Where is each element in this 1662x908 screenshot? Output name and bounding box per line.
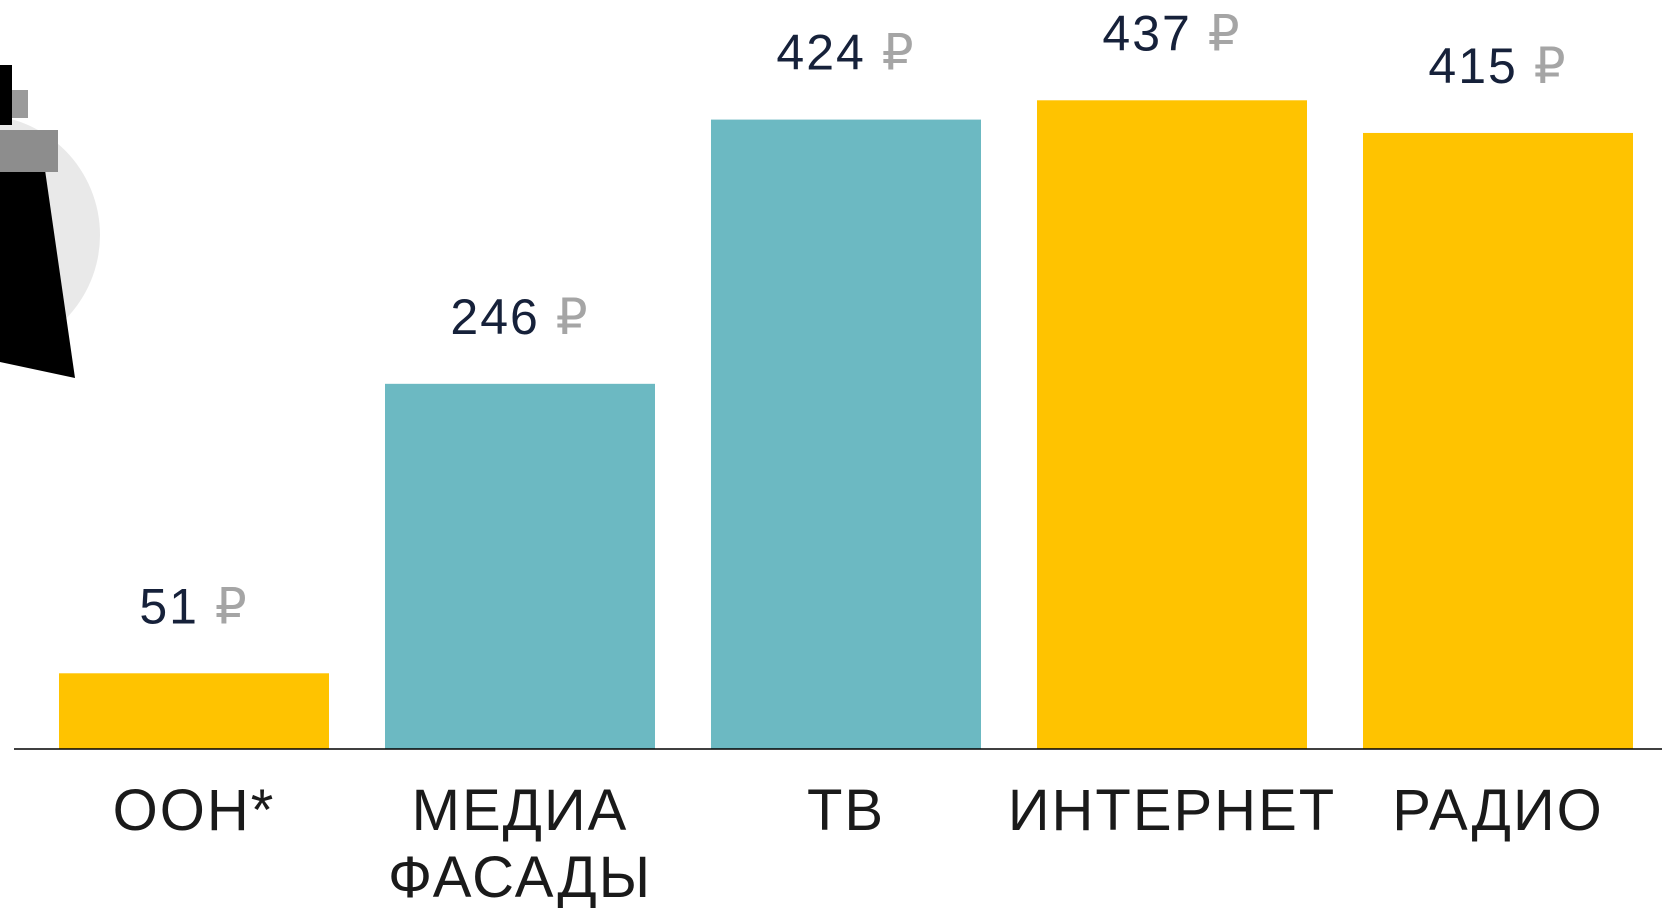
x-tick-label: ТВ <box>807 778 885 843</box>
page: {"chart_data": {"type": "bar", "categori… <box>0 0 1662 908</box>
bar <box>1037 100 1307 749</box>
x-tick-label: ООН* <box>113 778 276 843</box>
x-tick-label: ИНТЕРНЕТ <box>1008 778 1336 843</box>
decor-rect <box>0 130 58 172</box>
value-label: 51 ₽ <box>139 578 248 634</box>
bar <box>59 673 329 749</box>
bar <box>385 384 655 749</box>
value-label: 437 ₽ <box>1102 5 1241 61</box>
x-tick-label: РАДИО <box>1392 778 1604 843</box>
chart: 51 ₽ ООН* 246 ₽ МЕДИАФАСАДЫ 424 ₽ ТВ 437 ₽ ИНТЕ… <box>0 0 1662 908</box>
bar <box>711 120 981 749</box>
value-label: 424 ₽ <box>776 25 915 81</box>
decoration <box>0 65 100 378</box>
value-label: 415 ₽ <box>1428 38 1567 94</box>
decor-rect <box>0 65 12 125</box>
bar <box>1363 133 1633 749</box>
value-label: 246 ₽ <box>450 289 589 345</box>
